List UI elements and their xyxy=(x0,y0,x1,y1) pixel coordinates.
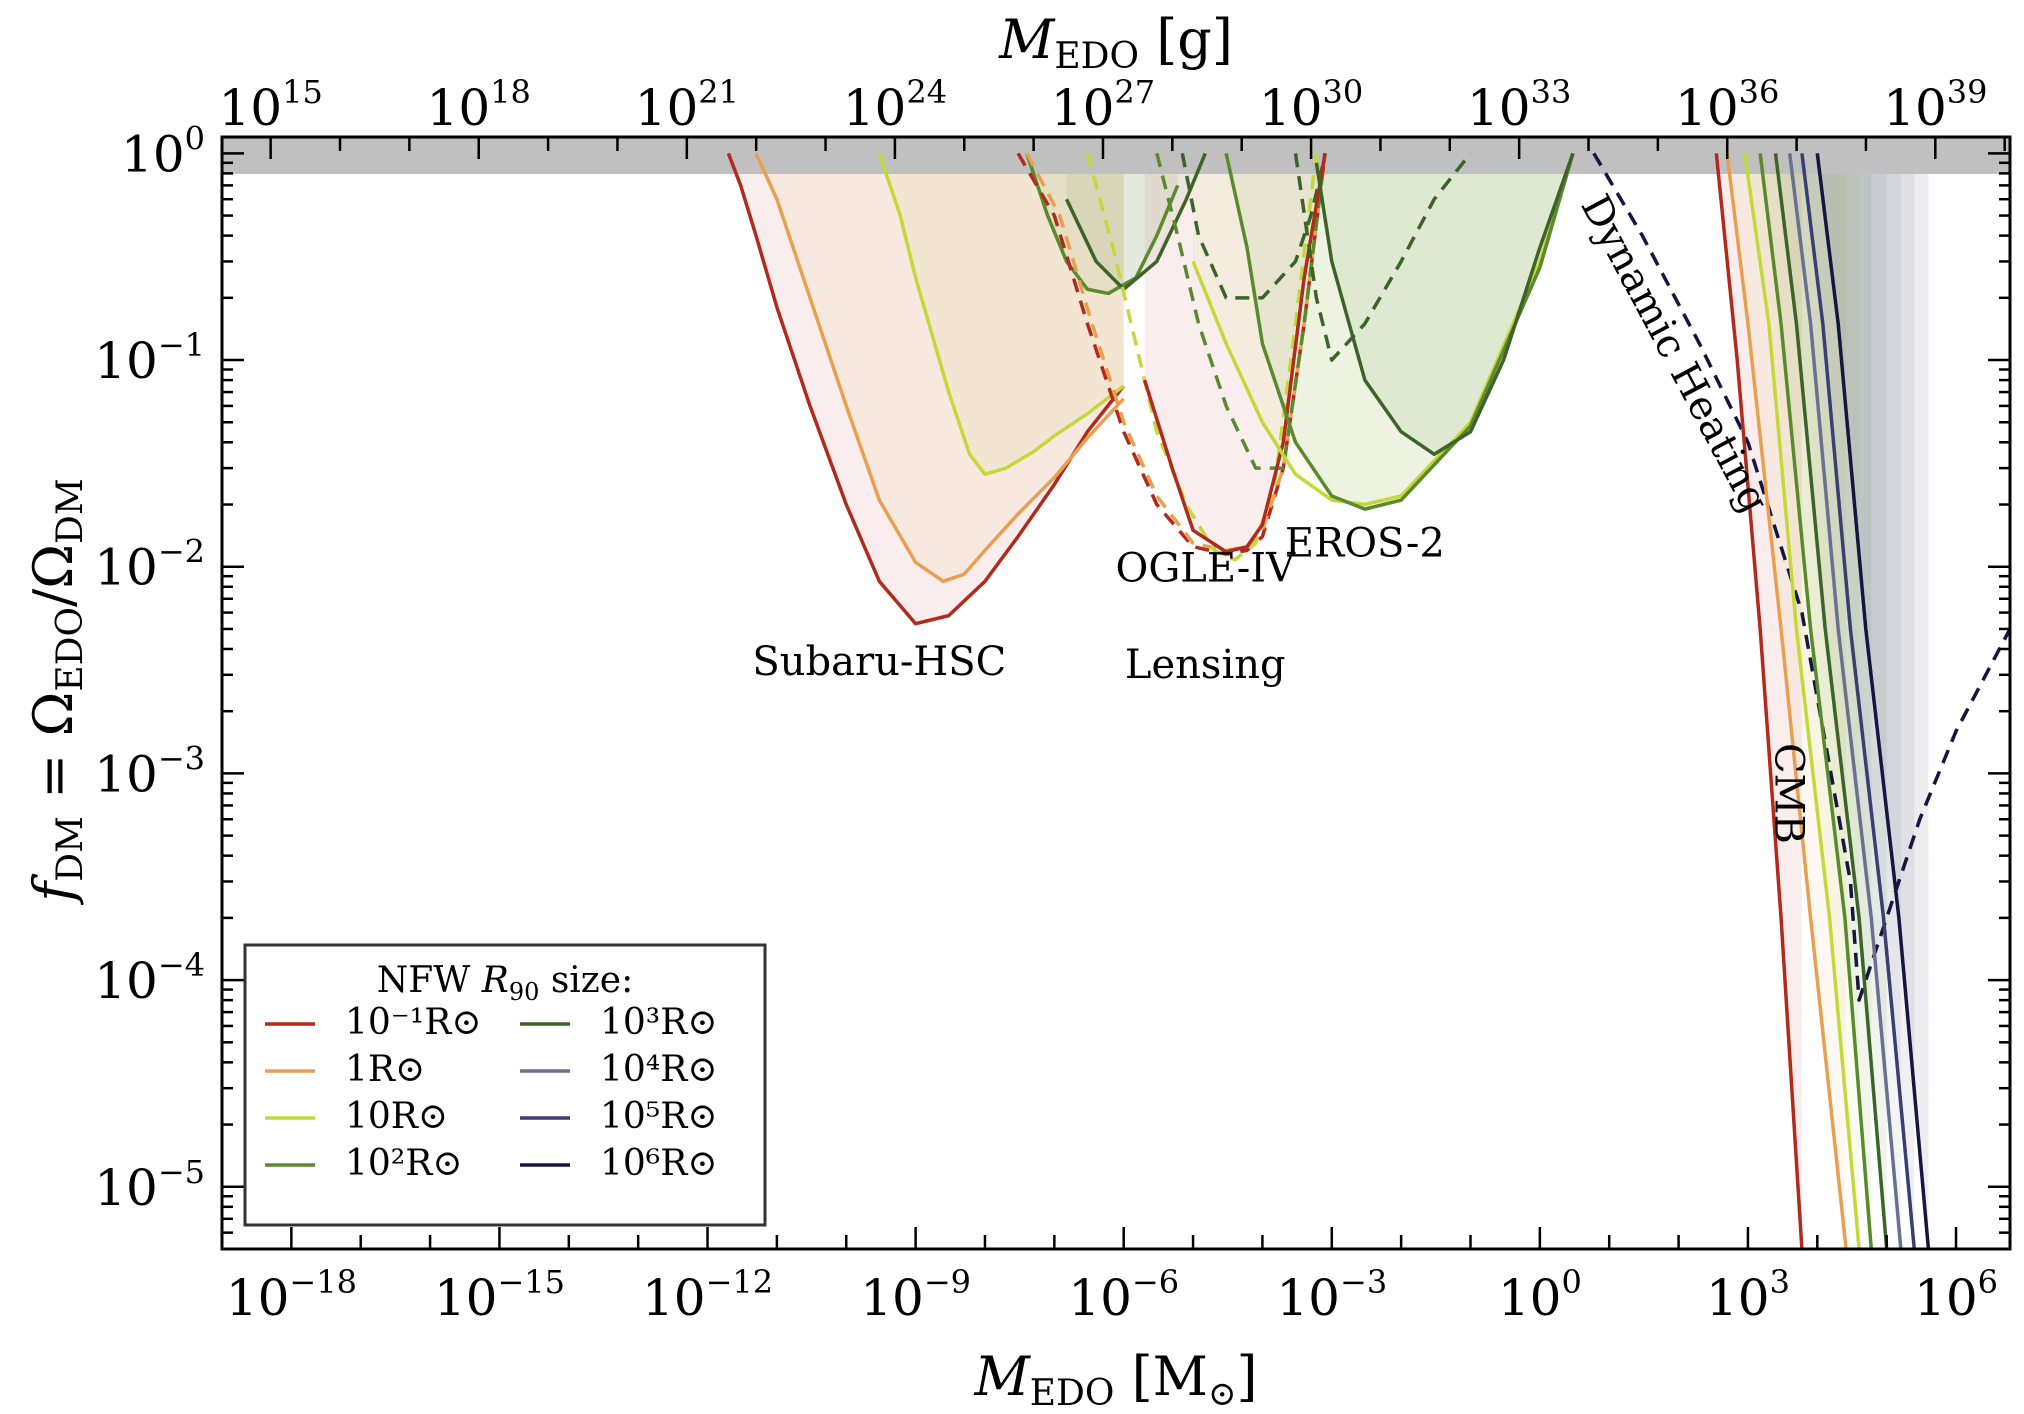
top-x-tick-label: 1027 xyxy=(1051,73,1155,137)
y-tick-label: 10−3 xyxy=(94,739,205,803)
x-tick-label: 10−3 xyxy=(1276,1263,1387,1327)
legend-entry-label: 10⁵R⊙ xyxy=(600,1096,718,1137)
y-tick-label: 10−2 xyxy=(94,533,205,597)
legend-entry-label: 10⁶R⊙ xyxy=(600,1143,718,1184)
series-line-18 xyxy=(1743,153,1861,1249)
exclusion-fill-23 xyxy=(1817,153,1929,1249)
x-tick-label: 10−12 xyxy=(642,1263,773,1327)
exclusion-fill-21 xyxy=(1789,153,1901,1249)
exclusion-fill-19 xyxy=(1760,153,1872,1249)
top-x-tick-label: 1024 xyxy=(843,73,947,137)
y-tick-label: 100 xyxy=(121,119,205,183)
plot-frame xyxy=(220,135,2012,1251)
series-line-7 xyxy=(1085,152,1319,562)
y-tick-label: 10−1 xyxy=(94,326,205,390)
exclusion-fill-17 xyxy=(1727,153,1847,1249)
series-line-0 xyxy=(726,152,1126,626)
series-line-20 xyxy=(1773,153,1889,1249)
y-tick-label: 10−4 xyxy=(94,946,205,1010)
x-axis-title: MEDO [M⊙] xyxy=(973,1345,1257,1414)
series-line-2 xyxy=(877,152,1125,477)
x-tick-label: 103 xyxy=(1706,1263,1790,1327)
exclusion-fill-20 xyxy=(1775,153,1887,1249)
top-x-tick-label: 1021 xyxy=(635,73,739,137)
annotation-label: Lensing xyxy=(1125,642,1286,688)
exclusion-fill-13 xyxy=(1316,153,1573,455)
legend-entry-label: 10⁴R⊙ xyxy=(600,1049,718,1090)
top-x-tick-label: 1015 xyxy=(218,73,322,137)
series-line-13 xyxy=(1314,152,1575,457)
series-line-10 xyxy=(1142,153,1327,554)
exclusion-fill-3 xyxy=(1026,153,1178,294)
series-line-17 xyxy=(1725,153,1848,1249)
legend-entry-label: 10R⊙ xyxy=(345,1096,448,1137)
legend-entry-label: 10⁻¹R⊙ xyxy=(345,1002,482,1043)
annotation-label: EROS-2 xyxy=(1285,521,1445,567)
top-excluded-band xyxy=(222,137,2010,174)
series-line-8 xyxy=(1155,152,1327,470)
series-line-15 xyxy=(1592,152,2010,1002)
legend-entry-label: 10²R⊙ xyxy=(345,1143,463,1184)
exclusion-fill-4 xyxy=(1066,153,1206,290)
series-line-1 xyxy=(754,152,1125,584)
y-axis-title: fDM = ΩEDO/ΩDM xyxy=(22,478,91,905)
top-x-tick-label: 1018 xyxy=(427,73,531,137)
exclusion-fill-22 xyxy=(1801,153,1915,1249)
series-line-12 xyxy=(1224,152,1575,511)
series-line-19 xyxy=(1758,153,1874,1249)
legend-box xyxy=(243,943,767,1227)
legend-title: NFW R90 size: xyxy=(377,960,633,1006)
top-x-tick-label: 1039 xyxy=(1883,73,1987,137)
top-x-tick-label: 1033 xyxy=(1467,73,1571,137)
x-tick-label: 106 xyxy=(1914,1263,1998,1327)
x-tick-label: 10−6 xyxy=(1068,1263,1179,1327)
series-line-23 xyxy=(1815,153,1931,1249)
series-line-16 xyxy=(1714,153,1804,1249)
series-line-14 xyxy=(1293,152,1472,362)
legend-entry-label: 10³R⊙ xyxy=(600,1002,718,1043)
series-line-9 xyxy=(1180,153,1327,300)
x-tick-label: 10−9 xyxy=(860,1263,971,1327)
annotation-label: Subaru-HSC xyxy=(752,639,1006,685)
top-x-tick-label: 1030 xyxy=(1259,73,1363,137)
series-line-6 xyxy=(1025,152,1327,553)
annotation-label: OGLE-IV xyxy=(1116,545,1297,591)
top-x-tick-label: 1036 xyxy=(1675,73,1779,137)
x-tick-label: 10−15 xyxy=(434,1263,565,1327)
series-line-22 xyxy=(1800,153,1917,1249)
exclusion-fill-16 xyxy=(1716,153,1802,1249)
x-tick-label: 10−18 xyxy=(226,1263,357,1327)
top-x-axis-title: MEDO [g] xyxy=(998,8,1233,77)
legend-entry-label: 1R⊙ xyxy=(345,1049,425,1090)
series-line-4 xyxy=(1064,152,1207,292)
series-line-5 xyxy=(1016,152,1327,556)
series-line-21 xyxy=(1787,153,1903,1249)
y-tick-label: 10−5 xyxy=(94,1153,205,1217)
series-line-3 xyxy=(1025,152,1180,296)
x-tick-label: 100 xyxy=(1498,1263,1582,1327)
annotation-label: CMB xyxy=(1766,743,1812,844)
exclusion-fill-2 xyxy=(879,153,1124,475)
